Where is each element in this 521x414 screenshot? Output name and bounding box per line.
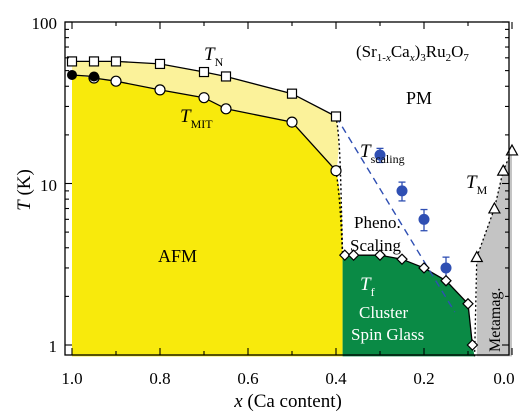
- spin-glass-label: Spin Glass: [351, 325, 424, 344]
- tscaling-point: [396, 185, 408, 197]
- tn-point: [66, 56, 78, 67]
- x-tick-label: 0.4: [325, 369, 347, 388]
- tn-point: [198, 66, 210, 78]
- x-tick-label: 0.8: [149, 369, 170, 388]
- tmit-point: [198, 92, 210, 104]
- x-axis-title: x (Ca content): [233, 391, 342, 412]
- tf-point: [338, 249, 351, 262]
- y-tick-label: 1: [49, 337, 58, 356]
- data-markers: [66, 56, 519, 351]
- axis-ticks: [65, 21, 513, 355]
- tn-point: [88, 56, 100, 67]
- tf-point: [466, 339, 479, 351]
- tf-point: [347, 249, 360, 262]
- scaling-label: Scaling: [350, 236, 401, 255]
- tmit-filled-point: [89, 71, 99, 82]
- tmit-point: [154, 84, 166, 96]
- tn-point: [110, 56, 122, 67]
- tn-point: [154, 58, 166, 70]
- chart-title: (Sr1-xCax)3Ru2O7: [356, 42, 469, 64]
- tf-point: [374, 249, 386, 262]
- tscaling-point: [440, 262, 452, 274]
- tm-point: [505, 143, 519, 156]
- x-tick-label: 1.0: [61, 369, 82, 388]
- x-tick-label: 0.0: [493, 369, 514, 388]
- pm-label: PM: [406, 88, 432, 108]
- cluster-label: Cluster: [359, 303, 408, 322]
- metamag-region: [476, 150, 512, 357]
- tscaling-label: Tscaling: [360, 141, 405, 166]
- y-axis-title: T (K): [14, 169, 35, 211]
- tm-point: [487, 201, 501, 214]
- tscaling-point: [374, 149, 386, 161]
- tm-point: [496, 163, 510, 176]
- afm-region: [72, 74, 343, 357]
- tn-label: TN: [204, 44, 224, 69]
- tm-point: [470, 250, 484, 263]
- tmit-extrapolation-line: [335, 170, 344, 256]
- tmit-point: [330, 165, 342, 177]
- tn-point: [286, 88, 298, 99]
- tm-label: TM: [466, 172, 488, 197]
- plot-frame: [64, 21, 510, 356]
- metamag-label: Metamag.: [487, 288, 504, 352]
- x-tick-label: 0.2: [413, 369, 434, 388]
- tmit-label: TMIT: [180, 106, 213, 131]
- y-tick-label: 100: [32, 14, 58, 33]
- tmit-point: [286, 116, 298, 128]
- tn-point: [220, 71, 232, 82]
- tf-point: [418, 262, 430, 274]
- y-tick-label: 10: [40, 176, 57, 195]
- x-tick-label: 0.6: [237, 369, 258, 388]
- tmit-filled-point: [67, 69, 77, 80]
- pheno-label: Pheno.: [354, 213, 401, 232]
- tmit-point: [110, 75, 122, 87]
- tf-point: [440, 274, 452, 287]
- tn-point: [330, 111, 342, 122]
- tscaling-point: [418, 213, 430, 225]
- tscaling-line: [335, 116, 456, 313]
- tf-point: [396, 253, 408, 266]
- tf-point: [462, 297, 474, 310]
- afm-label: AFM: [158, 246, 197, 266]
- tmit-point: [220, 103, 232, 115]
- tf-label: Tf: [360, 274, 375, 299]
